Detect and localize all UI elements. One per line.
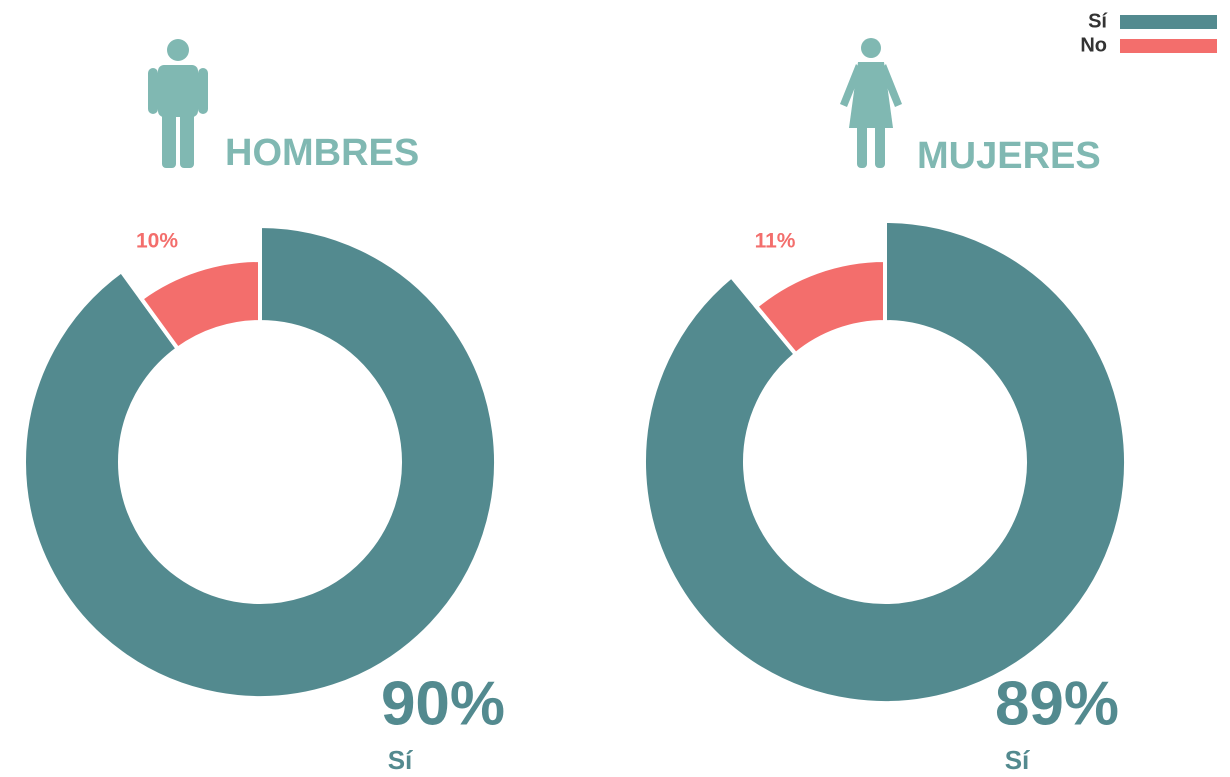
value-label: 11% [755,230,796,253]
man-icon [148,39,208,168]
legend-swatch [1120,39,1217,53]
chart-title: MUJERES [917,135,1101,177]
legend-label: No [1080,34,1107,56]
category-label: Sí [1005,745,1030,775]
chart-title: HOMBRES [225,132,419,174]
value-label: 90% [381,669,505,738]
value-label: 89% [995,669,1119,738]
donut-segment [642,218,1128,705]
value-label: 10% [136,230,178,253]
legend-swatch [1120,15,1217,29]
donut-segment [22,223,498,700]
woman-icon [840,38,902,168]
donut-segment [138,257,262,352]
category-label: Sí [388,745,413,775]
donut-segment [753,257,887,357]
legend-label: Sí [1088,10,1108,32]
